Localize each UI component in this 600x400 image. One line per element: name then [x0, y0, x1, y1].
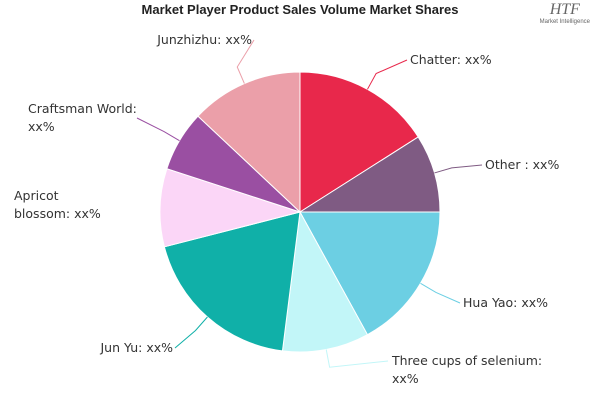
leader-line: [434, 164, 483, 174]
pie-slice: [298, 136, 441, 213]
slice-label: Jun Yu: xx%: [100, 340, 174, 355]
slice-label: Apricot blossom: xx%: [14, 188, 101, 221]
chart-title: Market Player Product Sales Volume Marke…: [141, 2, 459, 17]
logo-mark: HTF: [549, 1, 580, 18]
logo-subtitle: Market Intelligence: [539, 19, 590, 25]
slice-label: Other : xx%: [485, 157, 560, 172]
logo: HTF Market Intelligence: [540, 2, 590, 26]
leader-line: [420, 282, 461, 304]
pie-slice: [159, 168, 302, 248]
leader-line: [174, 316, 208, 349]
slice-label: Chatter: xx%: [410, 52, 492, 67]
slice-label: Junzhizhu: xx%: [157, 32, 252, 47]
slice-label: Craftsman World: xx%: [28, 101, 137, 134]
leader-line: [136, 117, 180, 142]
slice-label: Hua Yao: xx%: [463, 295, 549, 310]
leader-line: [325, 349, 389, 368]
slice-label: Three cups of selenium: xx%: [392, 353, 543, 386]
pie-slice: [163, 211, 301, 352]
pie-slice: [299, 71, 419, 213]
leader-line: [367, 59, 408, 90]
leader-line: [236, 39, 255, 84]
pie-slice: [281, 210, 369, 353]
